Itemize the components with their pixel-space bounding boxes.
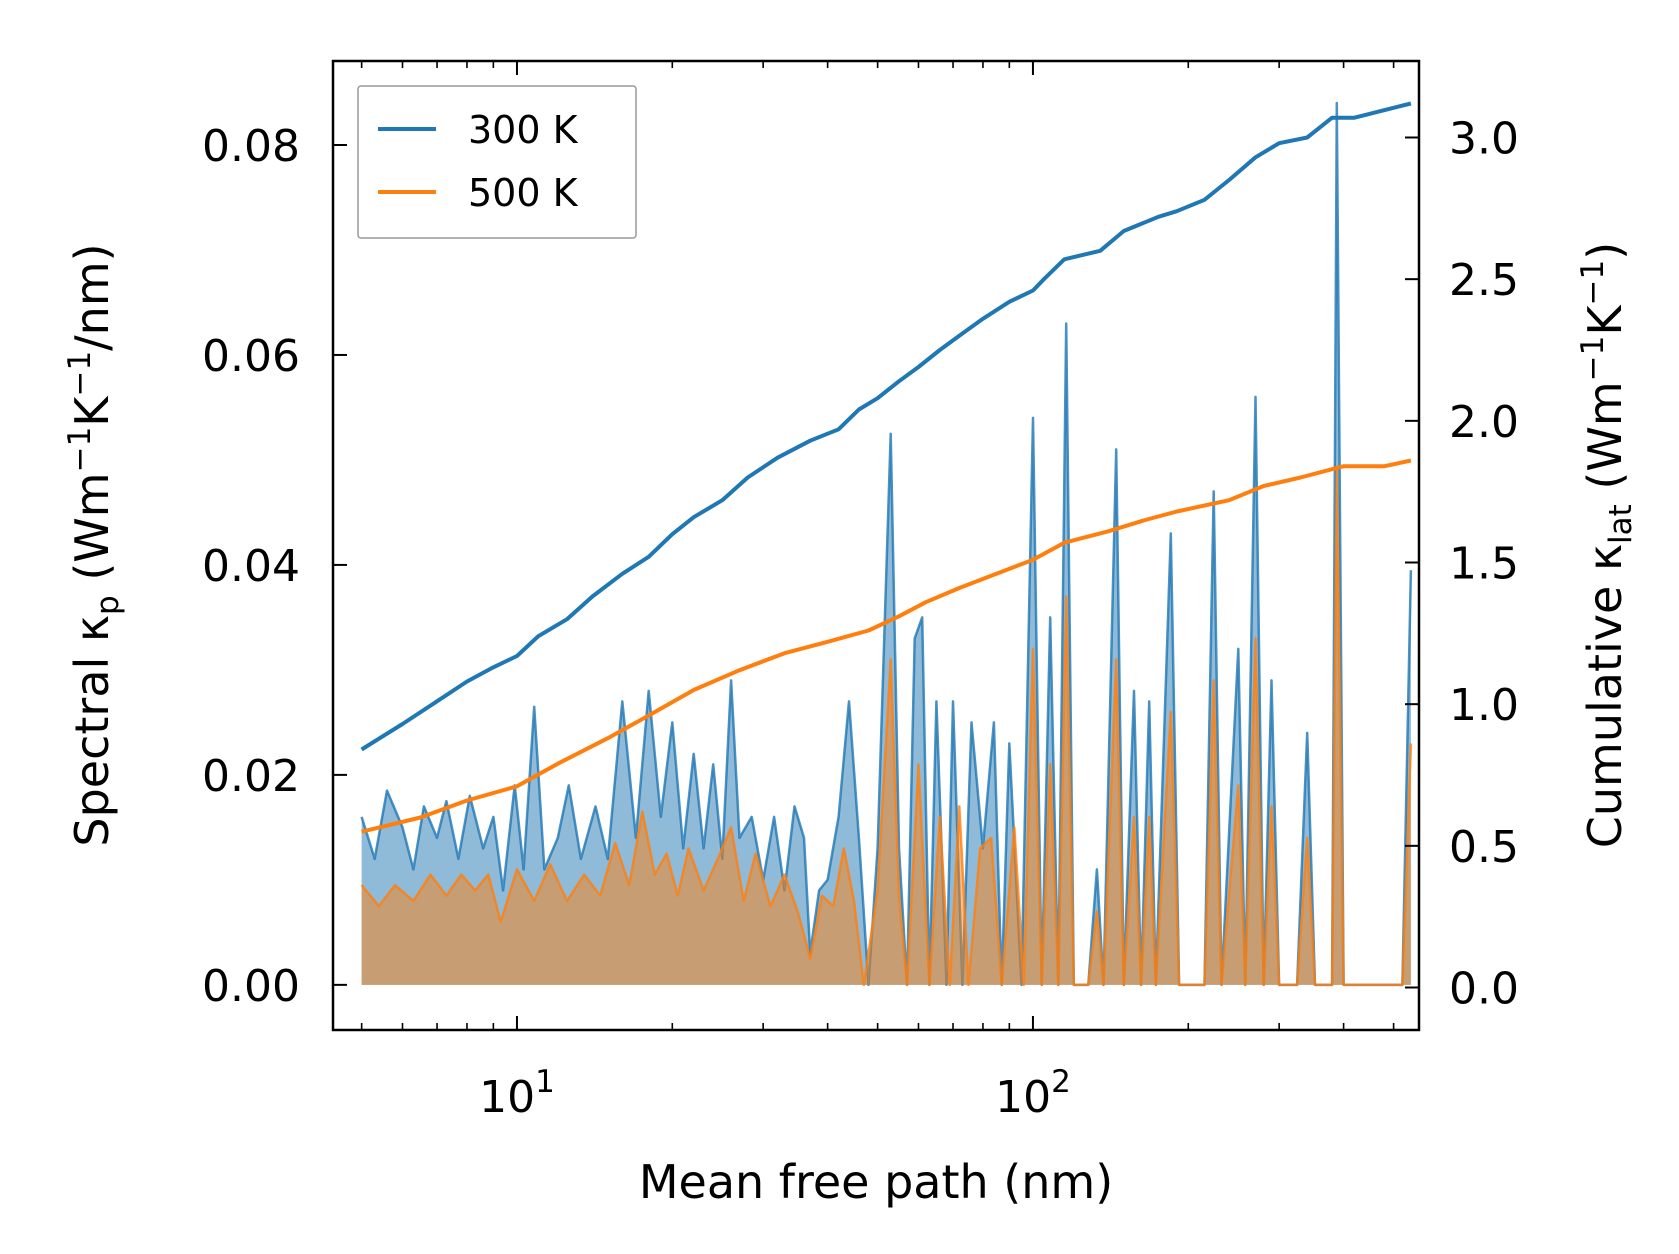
x-tick-label-base: 10: [995, 1072, 1051, 1123]
right-axis-title-main: Cumulative κ: [1578, 544, 1632, 848]
x-tick-label: 102: [995, 1064, 1071, 1123]
right-y-tick-label: 1.5: [1449, 539, 1519, 590]
left-axis-title-units-mid: K: [65, 395, 119, 427]
x-tick-label-exponent: 1: [535, 1064, 555, 1100]
legend-box: [357, 85, 637, 239]
right-y-tick-label: 3.0: [1449, 114, 1519, 165]
left-axis-title-units-close: /nm): [65, 243, 119, 350]
left-y-tick-label: 0.04: [202, 541, 300, 592]
right-axis-title-units-open: (Wm: [1578, 381, 1632, 504]
right-axis-title-exponent-2: −1: [1575, 260, 1611, 306]
tick-labels: 101 1020.000.020.040.060.080.00.51.01.52.…: [202, 114, 1519, 1124]
cumulative-line-300k: [360, 101, 1412, 752]
cumulative-line-500k: [361, 458, 1412, 834]
x-tick-label: 101: [479, 1064, 555, 1123]
right-y-tick-label: 1.0: [1449, 680, 1519, 731]
plot-frame: [331, 59, 1421, 1032]
cumulative-series-group: [360, 101, 1412, 834]
axis-ticks: [333, 61, 1419, 1030]
right-y-tick-label: 0.0: [1449, 964, 1519, 1015]
left-y-tick-label: 0.08: [202, 121, 300, 172]
right-axis-title-exponent-1: −1: [1575, 336, 1611, 382]
right-axis-title-units-mid: K: [1578, 304, 1632, 336]
left-y-tick-label: 0.02: [202, 751, 300, 802]
left-axis-title-subscript: p: [90, 595, 126, 615]
x-tick-label-exponent: 2: [1051, 1064, 1071, 1100]
spectral-area-500k: [361, 470, 1411, 985]
right-axis-title-subscript: lat: [1603, 504, 1639, 544]
left-axis-title-exponent-1: −1: [62, 427, 98, 473]
spectral-line-500k: [360, 469, 1413, 987]
left-y-tick-label: 0.00: [202, 961, 300, 1012]
legend-label-500k: 500 K: [468, 171, 579, 215]
left-y-tick-label: 0.06: [202, 331, 300, 382]
x-axis-title: Mean free path (nm): [639, 1155, 1113, 1209]
spectral-series-group: [360, 101, 1413, 987]
right-y-tick-label: 0.5: [1449, 822, 1519, 873]
right-axis-title-units-close: ): [1578, 242, 1632, 260]
left-axis-title-main: Spectral κ: [65, 615, 119, 847]
right-y-tick-label: 2.0: [1449, 397, 1519, 448]
right-axis-title: Cumulative κlat (Wm−1K−1): [1575, 242, 1639, 848]
right-y-tick-label: 2.5: [1449, 255, 1519, 306]
left-axis-title-exponent-2: −1: [62, 351, 98, 397]
legend: 300 K 500 K: [357, 85, 637, 239]
x-tick-label-base: 10: [479, 1072, 535, 1123]
legend-label-300k: 300 K: [468, 108, 579, 152]
left-axis-title: Spectral κp (Wm−1K−1/nm): [62, 243, 126, 846]
left-axis-title-units-open: (Wm: [65, 472, 119, 595]
